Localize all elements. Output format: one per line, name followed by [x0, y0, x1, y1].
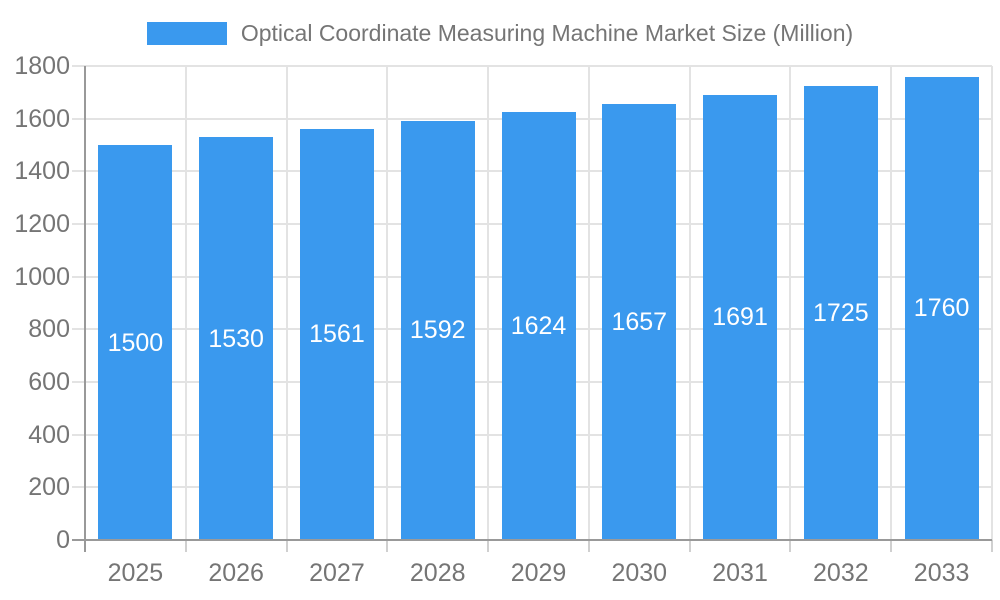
- v-gridline: [587, 66, 590, 540]
- x-axis-tick: [587, 540, 590, 552]
- y-axis-label: 600: [28, 368, 70, 396]
- v-gridline: [285, 66, 288, 540]
- y-axis-label: 800: [28, 315, 70, 344]
- y-axis-tick: [72, 65, 85, 67]
- y-axis-label: 1800: [14, 52, 70, 80]
- bar-value-label: 1691: [712, 303, 768, 332]
- x-axis-tick: [285, 540, 288, 552]
- x-axis-tick: [184, 540, 187, 552]
- x-axis-tick: [789, 540, 792, 552]
- v-gridline: [184, 66, 187, 540]
- v-gridline: [890, 66, 893, 540]
- x-axis-tick: [890, 540, 893, 552]
- x-axis-label: 2030: [611, 559, 668, 587]
- y-axis-tick: [72, 328, 85, 331]
- y-axis-label: 1200: [14, 210, 70, 238]
- x-axis-label: 2029: [510, 559, 567, 587]
- v-gridline: [789, 66, 792, 540]
- v-gridline: [991, 66, 993, 540]
- v-gridline: [688, 66, 691, 540]
- bar: [904, 76, 979, 540]
- x-axis-label: 2026: [208, 559, 264, 587]
- bar-value-label: 1500: [107, 328, 164, 357]
- y-axis-label: 400: [28, 420, 70, 449]
- x-axis-label: 2032: [813, 559, 869, 587]
- bar: [602, 103, 677, 540]
- bar: [703, 94, 778, 540]
- bar-value-label: 1561: [309, 320, 365, 349]
- y-axis-tick: [72, 117, 85, 120]
- bar-value-label: 1624: [510, 312, 567, 341]
- x-axis-label: 2031: [712, 559, 768, 587]
- x-axis-tick: [991, 540, 993, 552]
- x-axis-line: [72, 539, 992, 541]
- v-gridline: [487, 66, 490, 540]
- y-axis-tick: [72, 486, 85, 489]
- x-axis-label: 2027: [309, 559, 365, 587]
- h-gridline: [85, 65, 992, 67]
- y-axis-line: [84, 66, 86, 552]
- x-axis-label: 2025: [107, 559, 164, 587]
- bar-value-label: 1760: [913, 294, 970, 323]
- bar-value-label: 1657: [611, 307, 668, 336]
- bar: [501, 112, 576, 540]
- y-axis-tick: [72, 170, 85, 173]
- legend-swatch: [146, 22, 227, 45]
- bar: [98, 145, 173, 540]
- x-axis-tick: [487, 540, 490, 552]
- bar: [299, 128, 374, 540]
- y-axis-tick: [72, 223, 85, 225]
- x-axis-tick: [386, 540, 389, 552]
- bar-value-label: 1530: [208, 324, 264, 353]
- bar: [803, 85, 878, 540]
- x-axis-tick: [688, 540, 691, 552]
- y-axis-tick: [72, 381, 85, 383]
- y-axis-label: 1000: [14, 262, 70, 291]
- y-axis-label: 1400: [14, 157, 70, 186]
- y-axis-tick: [72, 433, 85, 436]
- bar: [199, 137, 274, 540]
- x-axis-label: 2033: [913, 559, 970, 587]
- legend[interactable]: Optical Coordinate Measuring Machine Mar…: [0, 20, 1000, 47]
- y-axis-tick: [72, 275, 85, 278]
- y-axis-label: 1600: [14, 104, 70, 133]
- bar: [400, 120, 475, 540]
- x-axis-label: 2028: [409, 559, 466, 587]
- y-axis-label: 0: [56, 526, 70, 554]
- bar-value-label: 1725: [813, 298, 869, 327]
- v-gridline: [386, 66, 389, 540]
- y-axis-label: 200: [28, 473, 70, 502]
- legend-label: Optical Coordinate Measuring Machine Mar…: [240, 20, 854, 46]
- bar-value-label: 1592: [409, 316, 466, 345]
